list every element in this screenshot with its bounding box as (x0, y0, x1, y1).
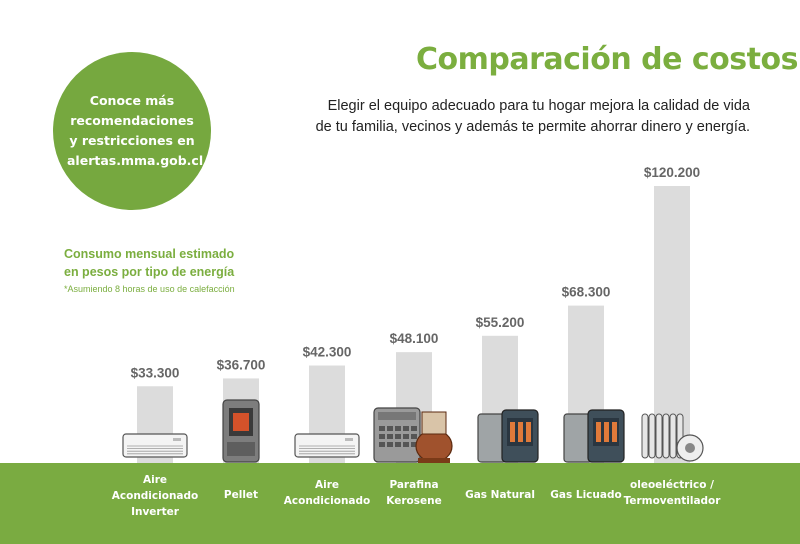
bar-group: $33.300 Aire Acondicionado Inverter (112, 365, 198, 518)
ground-strip (0, 463, 800, 544)
value-label: $48.100 (390, 331, 439, 346)
category-label-line: Aire (143, 474, 167, 486)
bar-group: $68.300 Gas Licuado (550, 285, 625, 501)
chart-caption: Consumo mensual estimado en pesos por ti… (64, 245, 294, 281)
bar-group: $48.100 Parafina Kerosene (373, 331, 453, 507)
value-label: $68.300 (562, 285, 611, 300)
category-label-line: Parafina (389, 479, 438, 491)
recommendations-text: Conoce más recomendaciones y restriccion… (67, 93, 204, 168)
split-ac-icon (294, 433, 360, 458)
category-label: Gas Licuado (550, 489, 621, 501)
category-label-line: Inverter (131, 506, 180, 518)
bar-group: $55.200 Gas Natural (465, 315, 539, 501)
split-ac-icon (122, 433, 188, 458)
bar-group: $36.700 Pellet (217, 357, 266, 501)
category-label-line: Kerosene (386, 495, 441, 507)
category-label: Pellet (224, 489, 258, 501)
category-label-line: Gas Licuado (550, 489, 621, 501)
category-label-line: oleoeléctrico / (630, 479, 714, 491)
value-label: $120.200 (644, 165, 700, 180)
category-label: Aire Acondicionado (284, 479, 370, 507)
bar-group: $42.300 Aire Acondicionado (284, 345, 370, 507)
category-label-line: Aire (315, 479, 339, 491)
chart-note: *Asumiendo 8 horas de uso de calefacción (64, 284, 235, 294)
value-label: $55.200 (476, 315, 525, 330)
subtitle-line-2: de tu familia, vecinos y además te permi… (315, 119, 750, 135)
gas-heater-icon (477, 409, 539, 463)
pellet-stove-icon (222, 399, 260, 463)
category-label: Gas Natural (465, 489, 535, 501)
value-label: $36.700 (217, 357, 266, 372)
page-subtitle: Elegir el equipo adecuado para tu hogar … (270, 96, 750, 138)
kerosene-heater-icon (373, 407, 453, 463)
category-label-line: Pellet (224, 489, 258, 501)
bar-group: $120.200 oleoeléctrico / Termoventilador (624, 165, 722, 507)
recommendations-badge: Conoce más recomendaciones y restriccion… (53, 52, 211, 210)
category-label-line: Gas Natural (465, 489, 535, 501)
category-label-line: Acondicionado (284, 495, 370, 507)
category-label: oleoeléctrico / Termoventilador (624, 479, 722, 507)
value-label: $33.300 (131, 365, 180, 380)
value-label: $42.300 (303, 345, 352, 360)
page-title: Comparación de costos (416, 42, 798, 77)
subtitle-line-1: Elegir el equipo adecuado para tu hogar … (327, 98, 750, 114)
oil-radiator-icon (641, 413, 704, 462)
category-label: Parafina Kerosene (386, 479, 441, 507)
chart-caption-line-1: Consumo mensual estimado (64, 247, 235, 261)
gas-heater-icon (563, 409, 625, 463)
category-label-line: Termoventilador (624, 495, 722, 507)
category-label-line: Acondicionado (112, 490, 198, 502)
chart-caption-line-2: en pesos por tipo de energía (64, 265, 235, 279)
category-label: Aire Acondicionado Inverter (112, 474, 198, 518)
